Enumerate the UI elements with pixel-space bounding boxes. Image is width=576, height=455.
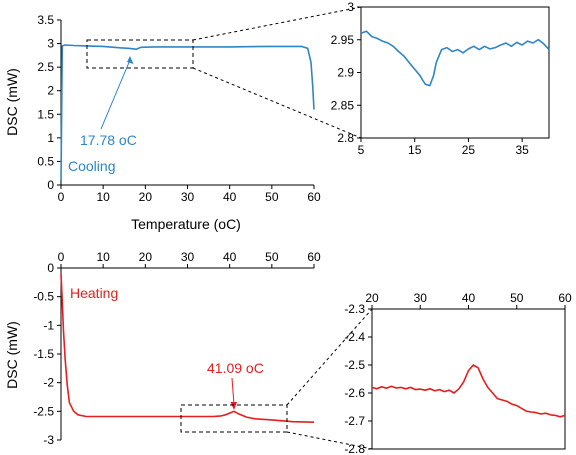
heating-y-tick-label: 0 [47,261,54,275]
heating-y-tick-label: -2 [43,376,54,390]
heating-ylabel: DSC (mW) [4,321,20,389]
cooling-zoom-x-tick-label: 35 [515,143,529,157]
heating-zoom-x-tick-label: 50 [510,291,524,305]
heating-x-tick-label: 10 [96,250,110,264]
heating-y-tick-label: -2.5 [33,404,54,418]
cooling-x-tick-label: 40 [223,190,237,204]
cooling-x-tick-label: 60 [307,190,321,204]
heating-zoom-y-tick-label: -2.6 [344,386,365,400]
cooling-zoom-y-tick-label: 2.8 [337,131,354,145]
heating-y-tick-label: -3 [43,433,54,447]
heating-zoom-y-tick-label: -2.3 [344,302,365,316]
heating-zoom-y-tick-label: -2.4 [344,330,365,344]
cooling-zoom-chart: 5 15 25 35 2.8 2.85 2.9 2.95 3 [331,0,550,157]
cooling-arrowhead [127,56,134,64]
heating-x-tick-label: 60 [307,250,321,264]
cooling-x-tick-label: 10 [96,190,110,204]
cooling-series-line [60,44,315,181]
zoom-box-heating [180,308,373,450]
cooling-zoom-x-tick-label: 25 [462,143,476,157]
cooling-y-tick-label: 1 [47,131,54,145]
heating-y-tick-label: -0.5 [33,290,54,304]
heating-y-tick-label: -1 [43,318,54,332]
cooling-x-tick-label: 30 [181,190,195,204]
heating-x-tick-label: 30 [181,250,195,264]
cooling-y-tick-label: 2 [47,84,54,98]
heating-y-tick-label: -1.5 [33,347,54,361]
heating-zoom-series-line [371,364,566,418]
cooling-xlabel: Temperature (oC) [131,216,241,232]
cooling-peak-label: 17.78 oC [80,132,137,148]
cooling-zoom-series-line [360,30,550,87]
zoom-box-cooling [86,6,362,139]
cooling-y-tick-label: 0 [47,178,54,192]
cooling-zoom-y-tick-label: 2.85 [331,98,355,112]
heating-zoom-y-tick-label: -2.8 [344,442,365,455]
heating-chart: DSC (mW) Heating 41.09 oC 0 10 20 30 40 50 60 -… [4,250,321,447]
cooling-zoom-x-tick-label: 5 [358,143,365,157]
heating-arrowhead [230,402,237,410]
heating-zoom-y-tick-label: -2.7 [344,414,365,428]
heating-x-tick-label: 40 [223,250,237,264]
cooling-ylabel: DSC (mW) [4,68,20,136]
cooling-y-tick-label: 1.5 [37,107,54,121]
cooling-zoom-y-tick-label: 2.9 [337,66,354,80]
heating-zoom-frame [371,308,566,450]
cooling-y-tick-label: 2.5 [37,60,54,74]
heating-series-line [60,273,315,423]
heating-x-tick-label: 0 [58,250,65,264]
cooling-x-tick-label: 50 [265,190,279,204]
heating-peak-arrow [231,377,235,406]
heating-zoom-x-tick-label: 20 [365,291,379,305]
heating-x-tick-label: 20 [139,250,153,264]
cooling-x-tick-label: 0 [58,190,65,204]
heating-peak-label: 41.09 oC [207,360,264,376]
heating-zoom-chart: 20 30 40 50 60 -2.8 -2.7 -2.6 -2.5 -2.4 -2.3 [344,291,572,455]
cooling-peak-arrow [100,59,131,130]
cooling-x-tick-label: 20 [139,190,153,204]
cooling-legend-label: Cooling [68,158,115,174]
cooling-y-tick-label: 0.5 [37,154,54,168]
cooling-zoom-frame [360,6,550,139]
cooling-y-tick-label: 3.5 [37,13,54,27]
cooling-zoom-y-tick-label: 2.95 [331,33,355,47]
heating-x-tick-label: 50 [265,250,279,264]
cooling-chart: Temperature (oC) DSC (mW) Cooling 17.78 … [4,13,321,232]
cooling-zoom-y-tick-label: 3 [347,0,354,14]
cooling-zoom-x-tick-label: 15 [408,143,422,157]
heating-zoom-y-tick-label: -2.5 [344,358,365,372]
heating-zoom-x-tick-label: 60 [558,291,572,305]
heating-legend-label: Heating [70,285,118,301]
heating-zoom-x-tick-label: 30 [414,291,428,305]
heating-zoom-x-tick-label: 40 [462,291,476,305]
cooling-y-tick-label: 3 [47,37,54,51]
